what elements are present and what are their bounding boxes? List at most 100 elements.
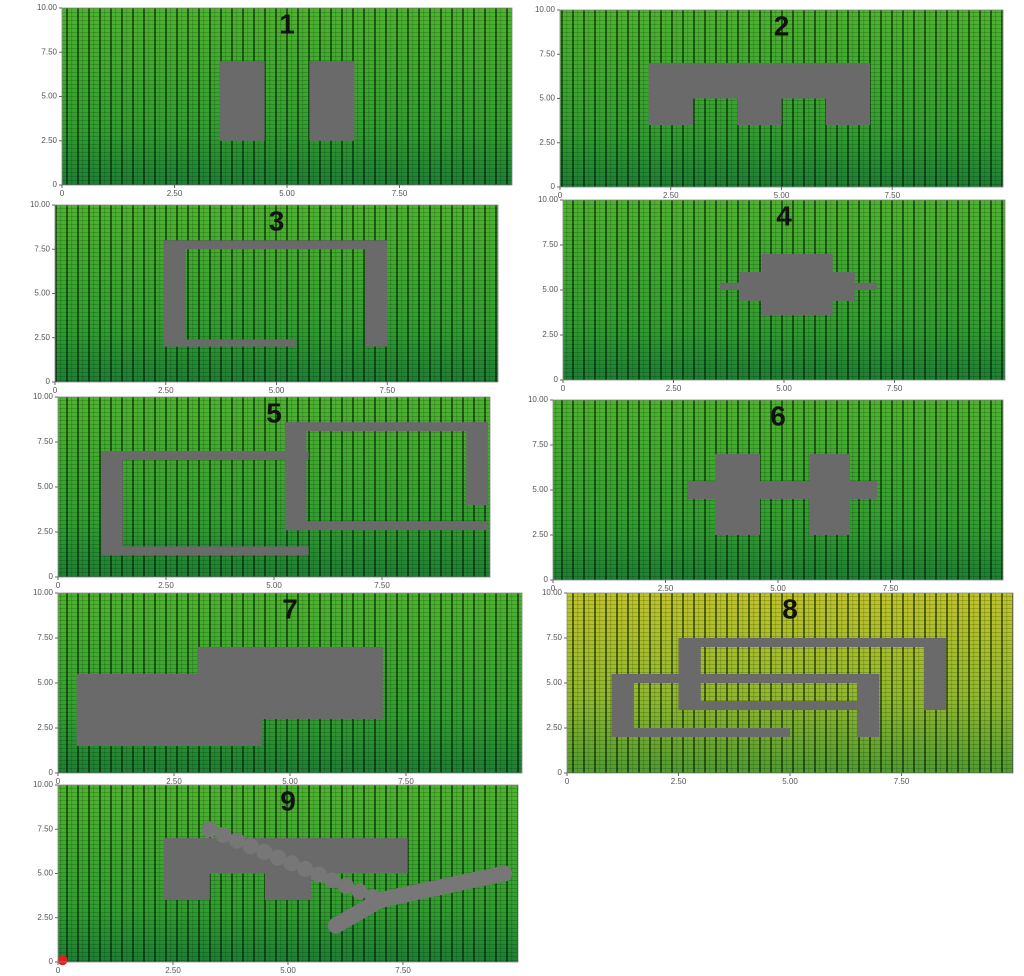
robot-trail — [337, 877, 354, 894]
robot-trail — [215, 826, 232, 843]
y-tick-label: 10.00 — [30, 200, 51, 209]
grid-overlay — [55, 205, 498, 382]
panel-label: 3 — [269, 205, 285, 236]
y-tick-label: 5.00 — [34, 289, 50, 298]
map-panel: 0 2.50 5.00 7.50 10.00 0 2.50 5.00 7.50 3 — [30, 200, 499, 395]
y-tick-label: 7.50 — [41, 47, 57, 56]
robot-trail — [310, 866, 327, 883]
x-tick-label: 5.00 — [770, 584, 786, 593]
y-tick-label: 5.00 — [546, 678, 562, 687]
y-tick-label: 10.00 — [33, 588, 54, 597]
x-tick-label: 0 — [561, 384, 566, 393]
obstacle — [284, 521, 488, 531]
obstacle — [101, 451, 123, 556]
grid-overlay — [62, 8, 512, 185]
y-tick-label: 2.50 — [532, 530, 548, 539]
obstacle — [678, 638, 701, 710]
obstacle — [678, 701, 857, 710]
x-tick-label: 5.00 — [266, 581, 282, 590]
panel-label: 4 — [776, 200, 792, 231]
y-tick-label: 10.00 — [535, 5, 556, 14]
x-tick-label: 2.50 — [158, 581, 174, 590]
map-panel: 0 2.50 5.00 7.50 10.00 0 2.50 5.00 7.50 2 — [535, 5, 1004, 200]
obstacle — [365, 240, 388, 347]
obstacle — [101, 451, 309, 460]
panel-label: 5 — [266, 397, 282, 428]
x-tick-label: 7.50 — [392, 189, 408, 198]
obstacle — [284, 422, 307, 531]
obstacle — [466, 422, 488, 505]
obstacle — [163, 873, 210, 901]
obstacle — [648, 98, 693, 126]
y-tick-label: 0 — [544, 575, 549, 584]
y-tick-label: 0 — [554, 375, 559, 384]
x-tick-label: 7.50 — [883, 584, 899, 593]
x-tick-label: 7.50 — [884, 191, 900, 200]
obstacle — [737, 98, 782, 126]
x-tick-label: 2.50 — [165, 966, 181, 975]
y-tick-label: 10.00 — [37, 3, 58, 12]
x-tick-label: 2.50 — [666, 384, 682, 393]
obstacle — [219, 61, 265, 141]
y-tick-label: 0 — [558, 768, 563, 777]
obstacle — [163, 339, 297, 347]
y-tick-label: 2.50 — [34, 333, 50, 342]
y-tick-label: 0 — [551, 182, 556, 191]
x-tick-label: 0 — [56, 966, 61, 975]
y-tick-label: 7.50 — [532, 440, 548, 449]
robot-trail — [324, 872, 341, 889]
robot-trail — [351, 883, 368, 900]
obstacle — [648, 63, 871, 99]
obstacle — [825, 98, 871, 126]
obstacle — [923, 638, 947, 710]
obstacle — [265, 873, 311, 901]
map-panel: 0 2.50 5.00 7.50 10.00 0 2.50 5.00 7.50 8 — [542, 588, 1014, 786]
obstacle — [163, 240, 388, 250]
robot-trail — [327, 917, 344, 934]
obstacle — [678, 638, 947, 647]
x-tick-label: 7.50 — [894, 777, 910, 786]
y-tick-label: 0 — [49, 768, 54, 777]
robot-trail — [297, 860, 314, 877]
x-tick-label: 0 — [60, 189, 65, 198]
y-tick-label: 5.00 — [41, 92, 57, 101]
y-tick-label: 2.50 — [37, 527, 53, 536]
y-tick-label: 5.00 — [532, 485, 548, 494]
obstacle — [101, 546, 309, 556]
x-tick-label: 7.50 — [379, 386, 395, 395]
obstacle — [761, 254, 833, 316]
y-tick-label: 0 — [49, 572, 54, 581]
x-tick-label: 2.50 — [158, 386, 174, 395]
x-tick-label: 2.50 — [167, 189, 183, 198]
y-tick-label: 2.50 — [37, 913, 53, 922]
x-tick-label: 0 — [56, 777, 61, 786]
x-tick-label: 5.00 — [282, 777, 298, 786]
y-tick-label: 0 — [53, 180, 58, 189]
x-tick-label: 2.50 — [663, 191, 679, 200]
obstacle — [197, 647, 383, 719]
x-tick-label: 5.00 — [280, 966, 296, 975]
y-tick-label: 7.50 — [546, 633, 562, 642]
y-tick-label: 10.00 — [33, 392, 54, 401]
x-tick-label: 5.00 — [776, 384, 792, 393]
x-tick-label: 2.50 — [671, 777, 687, 786]
y-tick-label: 5.00 — [37, 869, 53, 878]
panel-label: 2 — [774, 10, 790, 41]
y-tick-label: 2.50 — [41, 136, 57, 145]
x-tick-label: 7.50 — [374, 581, 390, 590]
y-tick-label: 7.50 — [34, 244, 50, 253]
robot-trail — [242, 838, 259, 855]
robot-trail — [256, 843, 273, 860]
y-tick-label: 2.50 — [37, 723, 53, 732]
panel-label: 7 — [282, 593, 298, 624]
panel-label: 6 — [770, 400, 786, 431]
x-tick-label: 7.50 — [398, 777, 414, 786]
x-tick-label: 0 — [565, 777, 570, 786]
y-tick-label: 0 — [49, 957, 54, 966]
y-tick-label: 5.00 — [539, 94, 555, 103]
panel-label: 8 — [782, 593, 798, 624]
x-tick-label: 0 — [53, 386, 58, 395]
x-tick-label: 2.50 — [166, 777, 182, 786]
x-tick-label: 5.00 — [774, 191, 790, 200]
